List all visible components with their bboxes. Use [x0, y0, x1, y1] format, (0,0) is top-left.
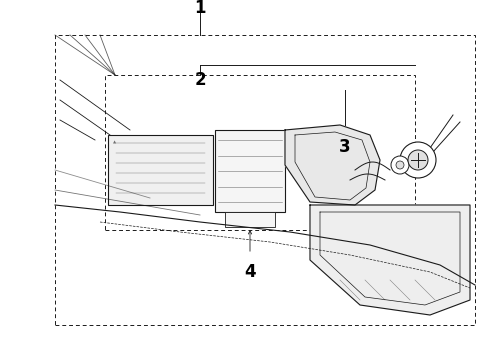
- Bar: [55, 35, 475, 325]
- Circle shape: [391, 156, 409, 174]
- Text: 2: 2: [194, 71, 206, 89]
- Bar: [225, 212, 275, 227]
- Polygon shape: [285, 125, 380, 205]
- Bar: [105, 75, 415, 230]
- Text: ▲: ▲: [113, 140, 116, 144]
- Bar: [215, 130, 285, 212]
- Text: 3: 3: [339, 138, 351, 156]
- Circle shape: [396, 161, 404, 169]
- Polygon shape: [310, 205, 470, 315]
- Text: 4: 4: [244, 263, 256, 281]
- Circle shape: [408, 150, 428, 170]
- Text: 1: 1: [194, 0, 206, 17]
- Bar: [108, 135, 213, 205]
- Circle shape: [400, 142, 436, 178]
